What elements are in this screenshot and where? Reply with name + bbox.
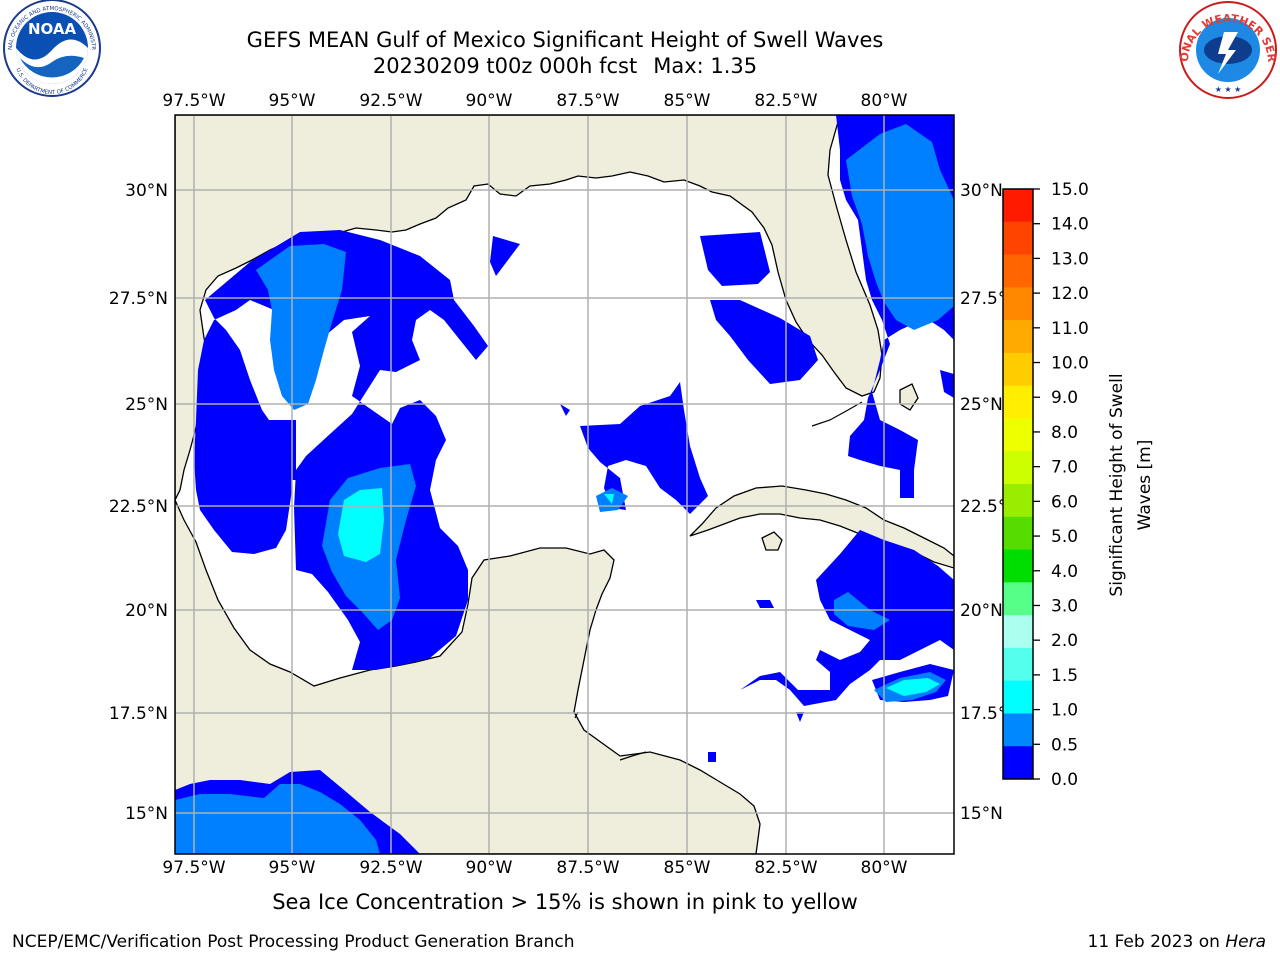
lat-label-left: 15°N (125, 804, 168, 824)
lat-label-left: 17.5°N (109, 704, 168, 724)
lat-label-right: 25°N (960, 395, 1003, 415)
colorbar-tick-label: 1.5 (1051, 666, 1078, 686)
colorbar-frame (1002, 188, 1034, 780)
land-isle-of-youth (761, 531, 783, 551)
lon-label-top: 85°W (664, 91, 711, 111)
colorbar-tick-label: 7.0 (1051, 458, 1078, 478)
footer-date: 11 Feb 2023 on Hera (1088, 932, 1266, 952)
colorbar-tick-label: 6.0 (1051, 492, 1078, 512)
colorbar-ticks: 15.0 14.0 13.0 12.0 11.0 10.0 9.0 8.0 7.0 6.0 5.0 4… (1033, 180, 1089, 790)
land-north-america (175, 115, 883, 501)
colorbar (1002, 188, 1034, 780)
colorbar-tick-label: 0.0 (1051, 770, 1078, 790)
lon-label-top: 92.5°W (359, 91, 422, 111)
footer-producer: NCEP/EMC/Verification Post Processing Pr… (12, 932, 575, 952)
colorbar-swatch (1003, 615, 1033, 649)
forecast-date-run: 20230209 t00z 000h fcst (372, 54, 638, 78)
lat-label-left: 25°N (125, 395, 168, 415)
colorbar-swatch (1003, 680, 1033, 714)
lon-label-bottom: 92.5°W (359, 858, 422, 878)
lat-label-left: 22.5°N (109, 497, 168, 517)
colorbar-swatch (1003, 516, 1033, 551)
lon-label-bottom: 85°W (664, 858, 711, 878)
footer-date-text: 11 Feb 2023 on (1087, 932, 1220, 952)
colorbar-tick-label: 3.0 (1051, 596, 1078, 616)
colorbar-swatch (1003, 287, 1033, 321)
nws-logo: NATIONAL WEATHER SERVICE ★ ★ ★ (1176, 0, 1278, 99)
colorbar-tick-label: 14.0 (1051, 215, 1089, 235)
colorbar-label-line1: Significant Height of Swell (1107, 373, 1127, 596)
colorbar-tick-label: 10.0 (1051, 354, 1089, 374)
colorbar-swatch (1003, 647, 1033, 682)
max-value: Max: 1.35 (653, 54, 758, 78)
map-title: GEFS MEAN Gulf of Mexico Significant Hei… (246, 28, 884, 52)
colorbar-swatch (1003, 385, 1033, 419)
lon-label-bottom: 80°W (861, 858, 908, 878)
lon-label-bottom: 87.5°W (556, 858, 619, 878)
footer-machine: Hera (1225, 932, 1266, 952)
latitude-labels-left: 30°N 27.5°N 25°N 22.5°N 20°N 17.5°N 15°N (109, 181, 168, 824)
colorbar-tick-label: 15.0 (1051, 180, 1089, 200)
colorbar-swatch (1003, 418, 1033, 452)
colorbar-tick-label: 5.0 (1051, 527, 1078, 547)
colorbar-tick-label: 8.0 (1051, 423, 1078, 443)
colorbar-tick-label: 11.0 (1051, 319, 1089, 339)
lon-label-bottom: 97.5°W (162, 858, 225, 878)
lon-label-bottom: 82.5°W (754, 858, 817, 878)
colorbar-swatch (1003, 451, 1033, 485)
lon-label-bottom: 95°W (269, 858, 316, 878)
lon-label-top: 95°W (269, 91, 316, 111)
lat-label-right: 20°N (960, 601, 1003, 621)
sea-ice-note: Sea Ice Concentration > 15% is shown in … (272, 890, 858, 914)
lat-label-left: 27.5°N (109, 289, 168, 309)
colorbar-tick-label: 9.0 (1051, 388, 1078, 408)
noaa-logo: NOAA NATIONAL OCEANIC AND ATMOSPHERIC AD… (0, 0, 101, 97)
colorbar-tick-label: 4.0 (1051, 562, 1078, 582)
colorbar-tick-label: 12.0 (1051, 284, 1089, 304)
colorbar-swatch (1003, 320, 1033, 354)
colorbar-swatch (1003, 746, 1033, 780)
colorbar-swatch (1003, 713, 1033, 747)
colorbar-swatch (1003, 352, 1033, 387)
lat-label-right: 15°N (960, 804, 1003, 824)
colorbar-swatch (1003, 549, 1033, 583)
lon-label-bottom: 90°W (466, 858, 513, 878)
longitude-labels-bottom: 97.5°W 95°W 92.5°W 90°W 87.5°W 85°W 82.5°W 80°W (162, 858, 907, 878)
lon-label-top: 90°W (466, 91, 513, 111)
lat-label-left: 30°N (125, 181, 168, 201)
land-mexico (175, 499, 761, 854)
lon-label-top: 80°W (861, 91, 908, 111)
map-frame (174, 114, 955, 855)
colorbar-tick-label: 2.0 (1051, 631, 1078, 651)
colorbar-swatch (1003, 484, 1033, 518)
longitude-labels-top: 97.5°W 95°W 92.5°W 90°W 87.5°W 85°W 82.5°W 80°W (162, 91, 907, 111)
colorbar-swatch (1003, 582, 1033, 616)
noaa-logo-text: NOAA (28, 20, 77, 38)
colorbar-swatch (1003, 254, 1033, 288)
lon-label-top: 97.5°W (162, 91, 225, 111)
colorbar-swatch (1003, 189, 1033, 223)
colorbar-tick-label: 0.5 (1051, 735, 1078, 755)
lon-label-top: 82.5°W (754, 91, 817, 111)
colorbar-swatch (1003, 221, 1033, 256)
lat-label-left: 20°N (125, 601, 168, 621)
gridlines (175, 115, 954, 854)
map-subtitle: 20230209 t00z 000h fcst Max: 1.35 (175, 54, 955, 78)
lat-label-right: 30°N (960, 181, 1003, 201)
nws-stars-icon: ★ ★ ★ (1215, 85, 1242, 94)
colorbar-tick-label: 1.0 (1051, 701, 1078, 721)
colorbar-tick-label: 13.0 (1051, 249, 1089, 269)
colorbar-label-line2: Waves [m] (1135, 440, 1155, 531)
lon-label-top: 87.5°W (556, 91, 619, 111)
